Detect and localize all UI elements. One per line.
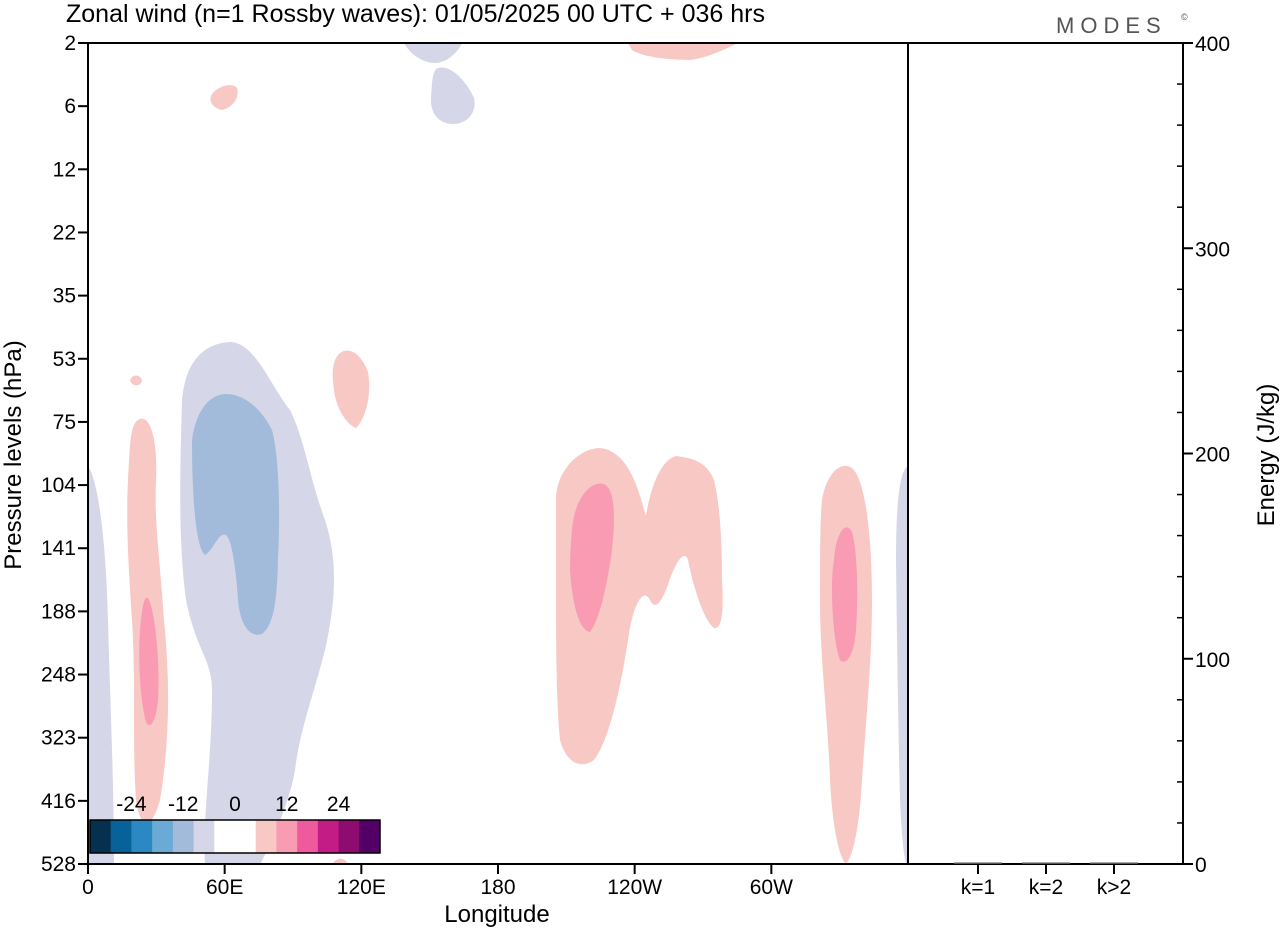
y-tick-label: 2 <box>64 32 76 55</box>
y-tick-label: 248 <box>41 664 76 687</box>
pos-weak-top-90w <box>628 43 738 60</box>
chart-title: Zonal wind (n=1 Rossby waves): 01/05/202… <box>66 0 765 28</box>
neg-mod-core-60e <box>192 394 280 635</box>
energy-axis-label: Energy (J/kg) <box>1253 384 1280 527</box>
pos-mod-core-30w <box>832 527 858 662</box>
pos-weak-dot-25e <box>130 375 142 386</box>
x-tick-label: 0 <box>82 876 94 899</box>
pos-mod-core-25e <box>139 597 159 726</box>
energy-tick-label: 100 <box>1195 649 1230 672</box>
neg-weak-left-edge <box>88 466 114 864</box>
pos-weak-region-115e <box>332 350 370 428</box>
y-tick-label: 323 <box>41 727 76 750</box>
y-tick-label: 188 <box>41 600 76 623</box>
energy-panel-frame <box>907 42 1184 865</box>
contour-field <box>88 43 908 864</box>
modes-logo: MODES © <box>1056 12 1188 38</box>
pos-weak-dot-bottom <box>332 858 348 864</box>
colorbar-swatch <box>338 820 360 853</box>
y-tick-label: 12 <box>53 158 76 181</box>
energy-tick-label: 0 <box>1195 854 1207 877</box>
colorbar-swatch <box>172 820 195 853</box>
colorbar-legend: -24 -12 0 12 24 <box>89 793 381 854</box>
colorbar-swatch <box>235 820 257 853</box>
energy-category-label: k=2 <box>1029 876 1063 899</box>
neg-weak-top-b <box>430 67 475 124</box>
energy-bar <box>1022 862 1070 864</box>
colorbar-swatch <box>152 820 174 853</box>
x-axis: 0 60E 120E 180 120W 60W <box>82 864 793 899</box>
energy-tick-label: 400 <box>1195 33 1230 56</box>
x-tick-label: 60W <box>750 876 793 899</box>
colorbar-swatch <box>317 820 340 853</box>
colorbar-tick-label: 24 <box>327 793 351 816</box>
neg-weak-top-a <box>404 43 462 63</box>
pos-weak-6hpa-60e <box>210 85 238 110</box>
colorbar-swatch <box>359 820 381 853</box>
colorbar-tick-label: -24 <box>116 793 147 816</box>
x-tick-label: 60E <box>206 876 243 899</box>
colorbar-tick-label: 12 <box>275 793 298 816</box>
y-tick-label: 141 <box>41 537 76 560</box>
energy-bars: k=1 k=2 k>2 <box>954 862 1138 899</box>
colorbar-swatch <box>214 820 236 853</box>
colorbar-swatch <box>90 820 112 853</box>
y-tick-label: 53 <box>53 348 76 371</box>
y-axis-label: Pressure levels (hPa) <box>0 340 27 569</box>
x-tick-label: 120E <box>337 876 386 899</box>
energy-bar <box>954 862 1002 864</box>
y-tick-label: 35 <box>53 285 76 308</box>
x-axis-label: Longitude <box>444 901 549 928</box>
colorbar-tick-label: -12 <box>168 793 198 816</box>
energy-tick-label: 200 <box>1195 444 1230 467</box>
colorbar-tick-label: 0 <box>229 793 241 816</box>
x-tick-label: 120W <box>607 876 662 899</box>
y-tick-label: 22 <box>53 221 76 244</box>
colorbar-swatch <box>276 820 298 853</box>
colorbar-swatch <box>297 820 319 853</box>
y-tick-label: 75 <box>53 411 76 434</box>
y-tick-label: 416 <box>41 790 76 813</box>
energy-bar <box>1090 862 1138 864</box>
neg-weak-right-edge <box>896 466 908 864</box>
modes-brand-mark: © <box>1181 12 1188 22</box>
energy-category-label: k=1 <box>961 876 995 899</box>
colorbar-swatch <box>110 820 132 853</box>
modes-brand-text: MODES <box>1056 13 1167 38</box>
colorbar-swatch <box>193 820 215 853</box>
colorbar-swatch <box>255 820 277 853</box>
colorbar-frame <box>89 819 381 854</box>
pos-weak-region-30w <box>820 465 872 864</box>
y-tick-label: 6 <box>64 95 76 118</box>
y-tick-label: 104 <box>41 474 76 497</box>
y-axis: 2 6 12 22 35 53 75 104 141 188 248 323 416 528 <box>41 32 88 876</box>
energy-y-axis: 0 100 200 300 400 <box>1177 33 1230 877</box>
pos-mod-core-120w <box>570 483 614 632</box>
energy-category-label: k>2 <box>1097 876 1131 899</box>
y-tick-label: 528 <box>41 853 76 876</box>
energy-tick-label: 300 <box>1195 238 1230 261</box>
x-tick-label: 180 <box>480 876 515 899</box>
colorbar-swatch <box>131 820 153 853</box>
